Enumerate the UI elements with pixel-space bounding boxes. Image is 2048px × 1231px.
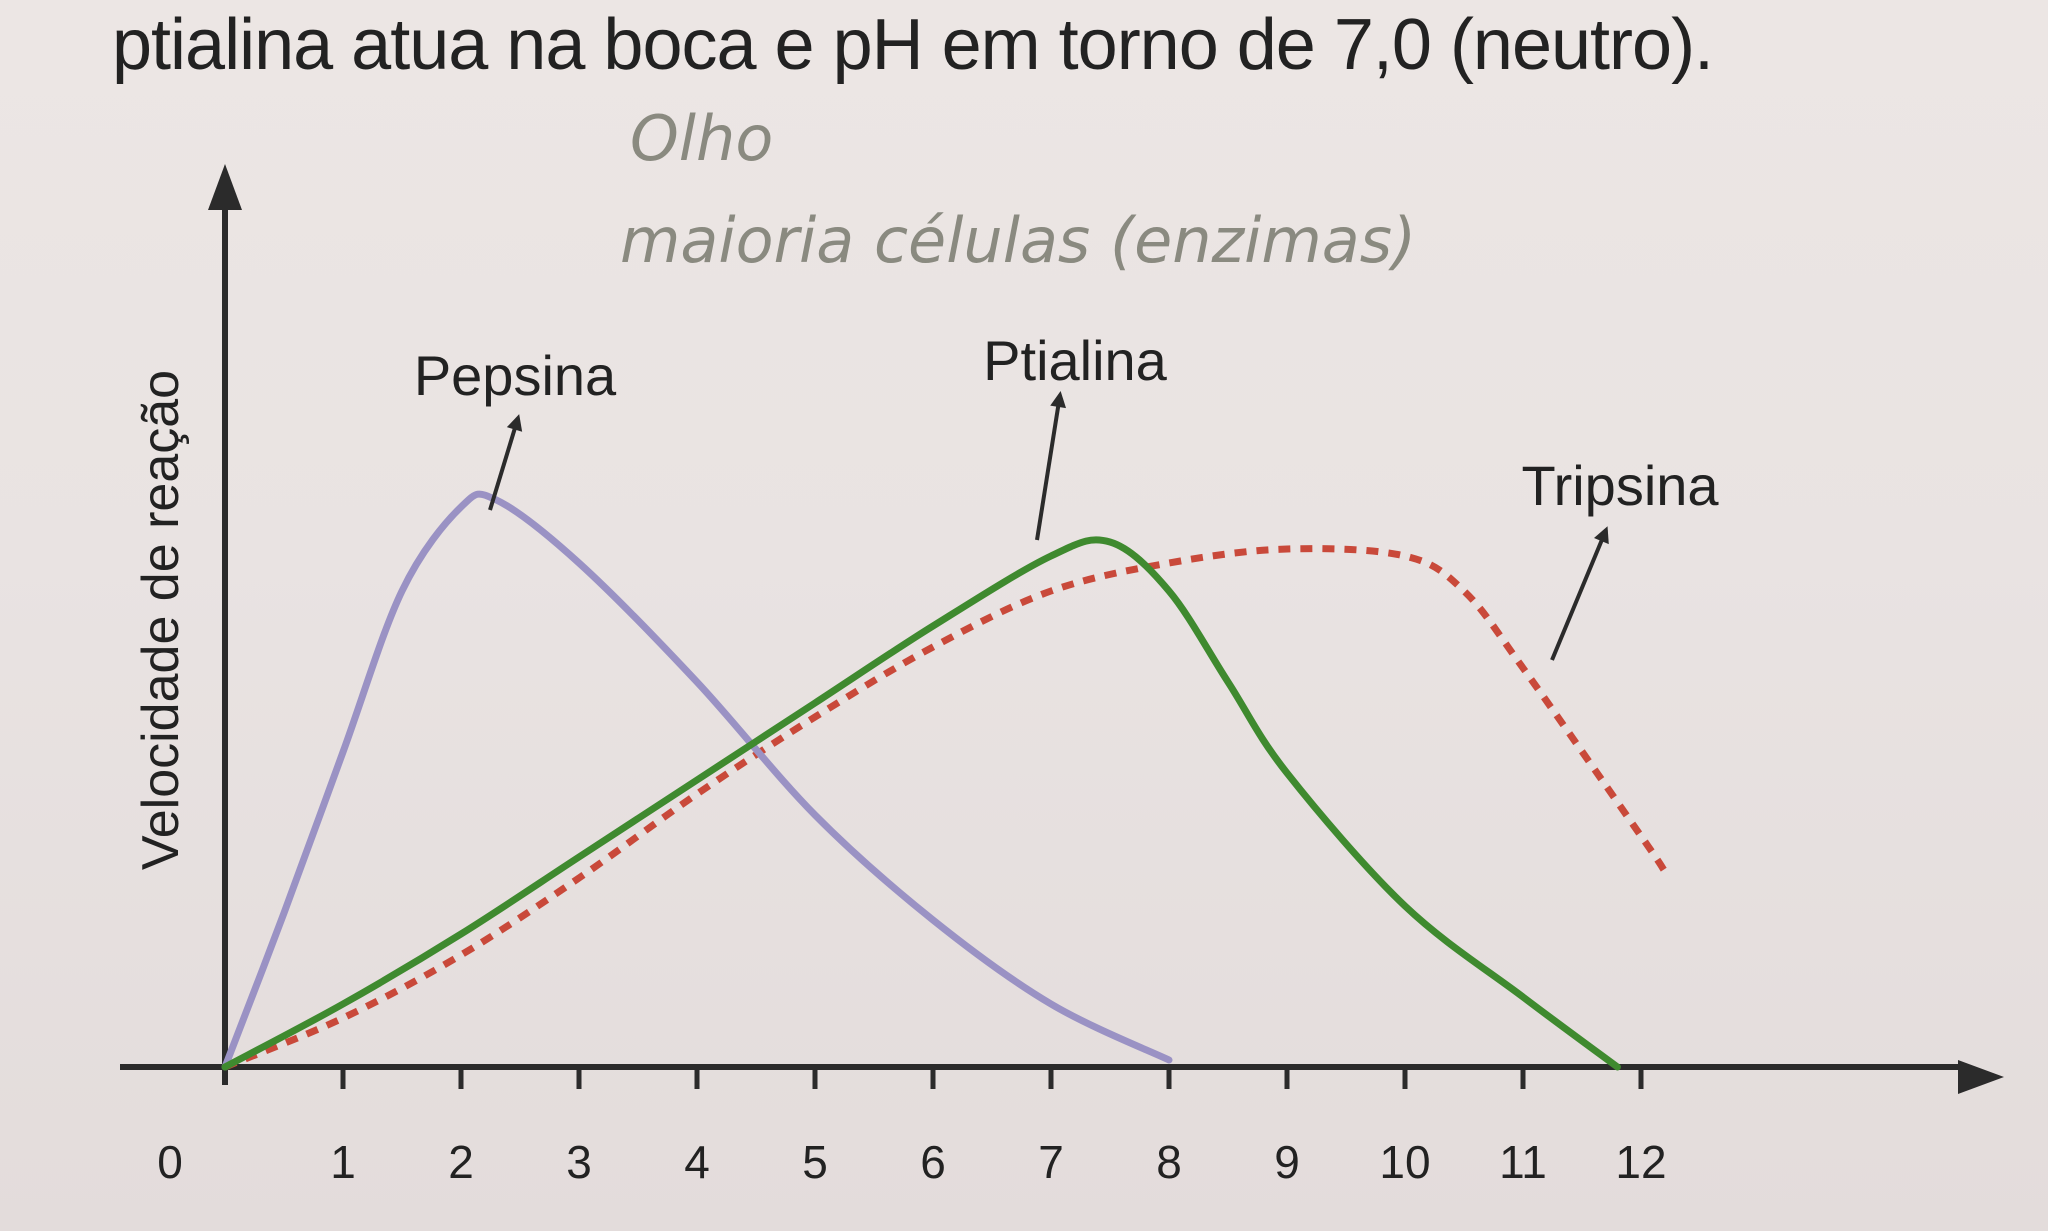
series-callout-line: [488, 417, 520, 511]
chart-axes: [120, 164, 2004, 1094]
y-axis-arrowhead: [208, 164, 242, 210]
x-axis-ticks: 0 1 2 3 4 5 6 7 8 9 10 11 12: [157, 1067, 1667, 1188]
handwritten-note-2: maioria células (enzimas): [620, 204, 1416, 277]
x-tick-label: 5: [802, 1136, 828, 1188]
series-callout-arrowhead: [1594, 526, 1609, 545]
x-tick-label: 6: [920, 1136, 946, 1188]
x-tick-label: 11: [1499, 1136, 1547, 1188]
series-callout-line: [1550, 529, 1608, 661]
handwritten-notes: Olho maioria células (enzimas): [620, 102, 1416, 277]
handwritten-note-1: Olho: [630, 102, 773, 175]
series-callout-arrowhead: [506, 414, 523, 432]
series-lines: [221, 490, 1668, 1071]
x-tick-label: 0: [157, 1136, 183, 1188]
series-callout-line: [1035, 394, 1062, 541]
x-tick-label: 10: [1379, 1136, 1430, 1188]
x-tick-label: 4: [684, 1136, 710, 1188]
x-tick-label: 12: [1615, 1136, 1666, 1188]
series-line-tripsina: [223, 545, 1668, 1071]
series-labels: Pepsina Ptialina Tripsina: [414, 329, 1719, 661]
series-label-tripsina: Tripsina: [1521, 454, 1719, 517]
x-tick-label: 1: [330, 1136, 356, 1188]
x-tick-label: 8: [1156, 1136, 1182, 1188]
x-tick-label: 9: [1274, 1136, 1300, 1188]
page-heading: ptialina atua na boca e pH em torno de 7…: [112, 5, 1714, 85]
x-axis-arrowhead: [1958, 1060, 2004, 1094]
series-label-pepsina: Pepsina: [414, 344, 617, 407]
series-line-pepsina: [221, 490, 1173, 1071]
y-axis-title: Velocidade de reação: [132, 370, 190, 870]
x-tick-label: 2: [448, 1136, 474, 1188]
series-line-ptialina: [221, 536, 1621, 1071]
series-label-ptialina: Ptialina: [983, 329, 1168, 392]
x-tick-label: 7: [1038, 1136, 1064, 1188]
series-callout-arrowhead: [1050, 391, 1067, 409]
x-tick-label: 3: [566, 1136, 592, 1188]
